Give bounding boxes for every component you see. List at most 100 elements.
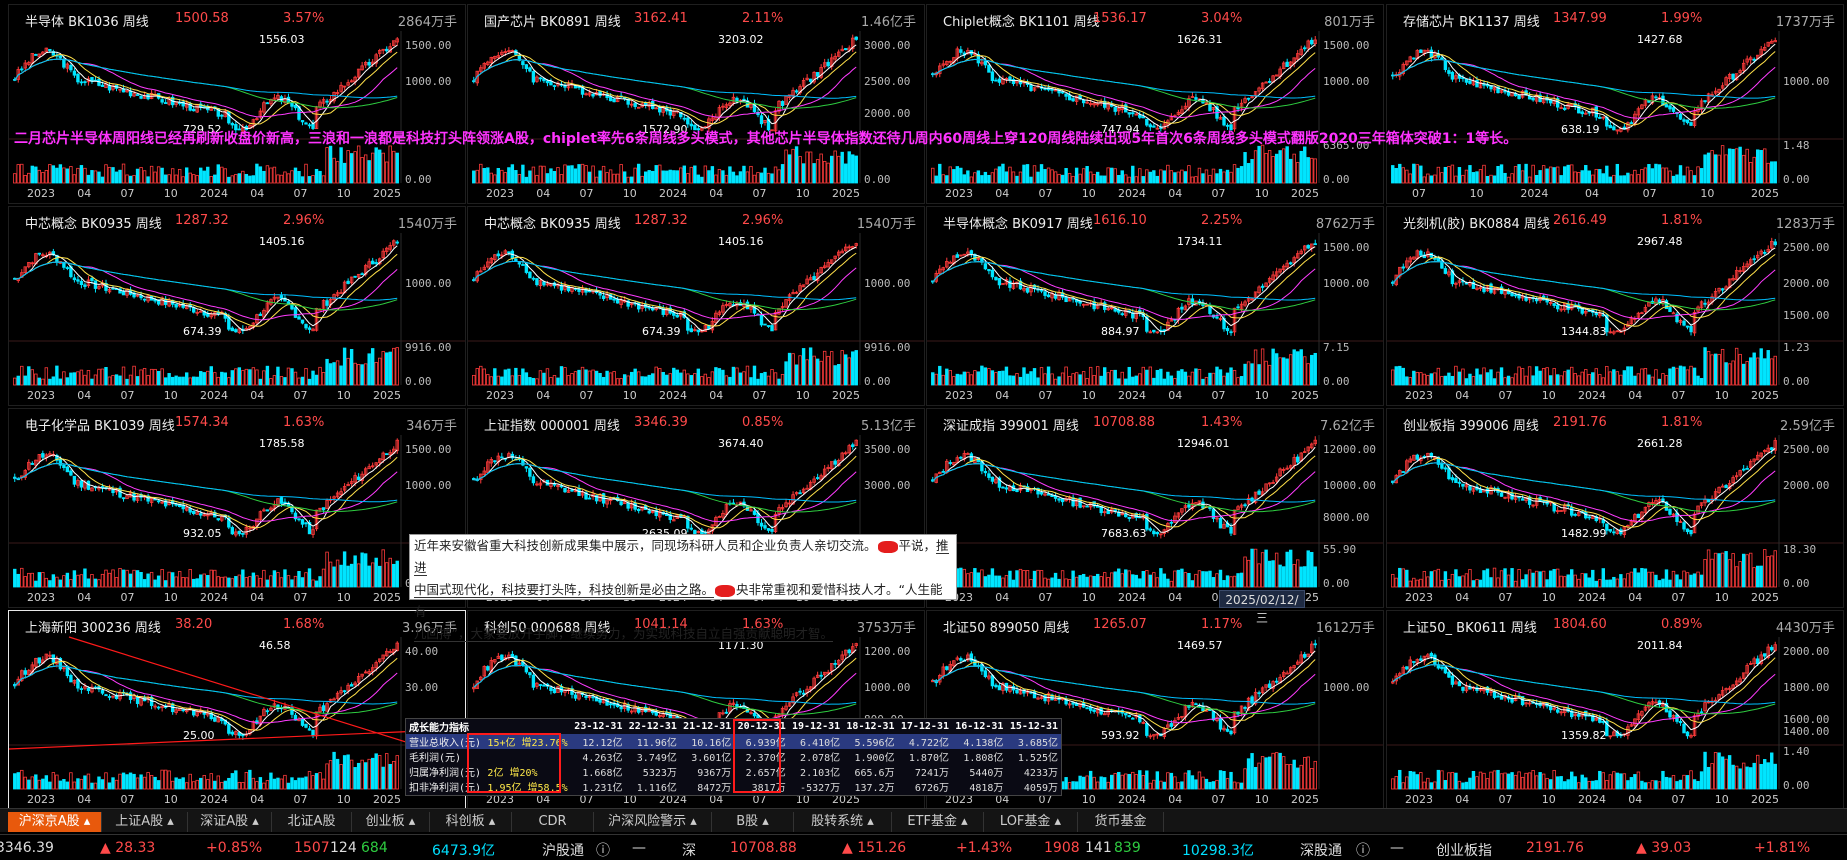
volume-bar xyxy=(342,347,347,386)
volume-bar xyxy=(349,563,354,588)
volume-bar xyxy=(854,350,858,386)
axis-tick-label: 1000.00 xyxy=(1323,75,1369,88)
volume-bar xyxy=(1408,377,1412,386)
volume-bar xyxy=(728,376,732,386)
chart-panel[interactable]: 1000.00 9916.00 0.00 1405.16 674.39 2023 04 07 1… xyxy=(467,206,925,406)
volume-bar xyxy=(1689,170,1693,184)
candle-body xyxy=(1629,520,1634,526)
volume-bar xyxy=(1668,368,1672,386)
volume-bar xyxy=(1015,373,1019,386)
volume-bar xyxy=(213,780,217,790)
candle-body xyxy=(1060,91,1065,94)
volume-bar xyxy=(300,176,305,184)
volume-bar xyxy=(202,372,206,386)
volume-bar xyxy=(1134,176,1138,184)
moving-average-line xyxy=(473,252,857,327)
candle-body xyxy=(1636,108,1641,116)
volume-bar xyxy=(851,154,855,184)
volume-bar xyxy=(994,372,998,386)
candle-body xyxy=(1731,477,1735,484)
chart-panel[interactable]: 1500.001000.000.001785.58932.05202304071… xyxy=(8,408,466,608)
volume-bar xyxy=(1180,568,1184,588)
candle-body xyxy=(1173,515,1177,523)
volume-bar xyxy=(1102,367,1107,386)
candle-body xyxy=(566,489,571,493)
candle-body xyxy=(1591,107,1595,114)
moving-average-line xyxy=(932,463,1316,513)
moving-average-line xyxy=(14,649,398,735)
volume-bar xyxy=(139,167,143,184)
candle-body xyxy=(1475,287,1479,290)
chart-panel[interactable]: 1500.00 1000.00 7.15 0.00 1734.11 884.97 2023 0… xyxy=(926,206,1384,406)
volume-bar xyxy=(139,572,143,588)
candle-body xyxy=(1071,497,1075,507)
panel-title: 上证指数 000001 周线 xyxy=(484,419,620,434)
candle-body xyxy=(293,307,298,318)
volume-bar xyxy=(1464,378,1469,386)
volume-bar xyxy=(1657,580,1662,588)
volume-bar xyxy=(1541,368,1546,386)
chart-panel[interactable]: 12000.00 10000.00 8000.00 55.90 0.00 12946.01… xyxy=(926,408,1384,608)
volume-bar xyxy=(1724,362,1728,386)
volume-bar xyxy=(521,368,525,386)
volume-bar xyxy=(1260,552,1265,588)
candle-body xyxy=(528,271,532,279)
volume-bar xyxy=(258,166,263,184)
candle-body xyxy=(962,253,967,256)
volume-bar xyxy=(181,777,185,790)
candle-body xyxy=(629,303,634,306)
volume-bar xyxy=(976,170,981,184)
chart-panel[interactable]: 3000.00 2500.00 2000.00 0.00 3203.02 1572.90 2… xyxy=(467,4,925,204)
volume-bar xyxy=(777,378,781,386)
volume-bar xyxy=(1699,574,1704,588)
volume-bar xyxy=(48,378,52,386)
volume-bar xyxy=(1678,365,1683,386)
high-label: 2967.48 xyxy=(1637,235,1683,248)
volume-bar xyxy=(199,777,203,790)
x-tick-label: 2025 xyxy=(1751,187,1779,200)
volume-bar xyxy=(1394,577,1398,588)
volume-bar xyxy=(1573,171,1577,184)
volume-bar xyxy=(1201,378,1205,386)
volume-bar xyxy=(668,169,672,184)
chart-panel[interactable]: 40.00 30.00 46.58 25.00 2023 04 07 10 2024 04 07 10… xyxy=(8,610,466,810)
candle-body xyxy=(517,662,522,667)
volume-bar xyxy=(696,174,701,184)
volume-bar xyxy=(591,165,595,184)
axis-tick-label: 9916.00 xyxy=(405,341,451,354)
axis-tick-label: 9916.00 xyxy=(864,341,910,354)
candle-body xyxy=(496,655,501,659)
candle-body xyxy=(1734,475,1739,478)
candle-body xyxy=(1457,481,1462,484)
volume-bar xyxy=(339,147,343,184)
volume-bar xyxy=(1159,368,1163,386)
candle-body xyxy=(696,530,701,534)
candle-body xyxy=(1008,280,1012,288)
chart-panel[interactable]: 2500.00 2000.00 18.30 0.00 2661.28 1482.99 202… xyxy=(1386,408,1844,608)
chart-panel[interactable]: 2500.00 2000.00 1500.00 1.23 0.00 2967.48 1344… xyxy=(1386,206,1844,406)
candle-body xyxy=(528,672,532,676)
panel-change-pct: 1.81% xyxy=(1661,213,1703,228)
chart-panel[interactable]: 1000.00 9916.00 0.00 1405.16 674.39 2023 04 07 1… xyxy=(8,206,466,406)
chart-panel[interactable]: 1500.00 1000.00 0.00 1556.03 729.52 2023 04 07 1… xyxy=(8,4,466,204)
volume-bar xyxy=(1138,578,1142,588)
chart-panel[interactable]: 1000.00 1.48 0.00 1427.68 638.19 07 10 2024 04 07… xyxy=(1386,4,1844,204)
candle-body xyxy=(1692,513,1697,534)
candle-body xyxy=(356,68,361,78)
volume-bar xyxy=(759,373,764,386)
candle-body xyxy=(798,492,802,495)
candle-body xyxy=(934,272,938,282)
volume-bar xyxy=(1622,578,1627,588)
volume-bar xyxy=(987,174,991,184)
moving-average-line xyxy=(14,58,398,99)
volume-bar xyxy=(1159,568,1163,588)
volume-bar xyxy=(1401,568,1405,588)
chart-panel[interactable]: 1500.00 1000.00 6365.00 0.00 1626.31 747.94 20… xyxy=(926,4,1384,204)
volume-bar xyxy=(1755,357,1760,386)
candle-body xyxy=(563,284,567,290)
candle-body xyxy=(1102,100,1107,108)
volume-bar xyxy=(1232,370,1237,386)
candle-body xyxy=(1755,454,1760,461)
volume-bar xyxy=(826,162,830,184)
